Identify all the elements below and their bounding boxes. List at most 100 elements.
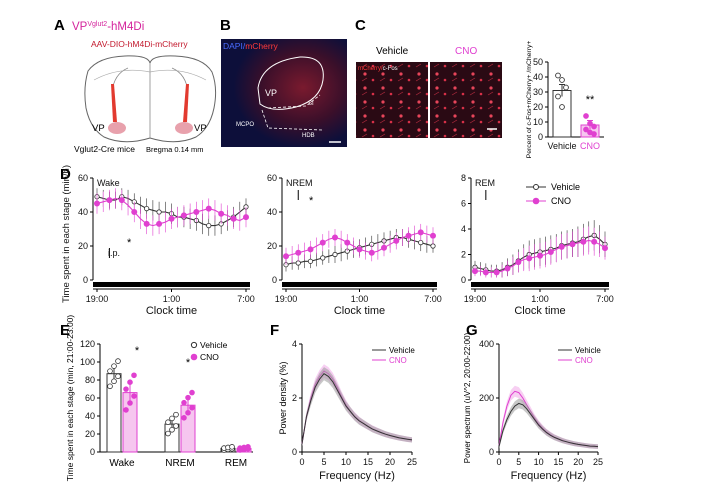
d-point-vehicle (430, 243, 436, 249)
d-x-tick-label: 1:00 (531, 294, 549, 304)
stain-mcherry-c: mCherry/ (358, 66, 383, 72)
e-legend-marker-vehicle (190, 341, 198, 349)
y-axis-label: Power spectrum (uV^2, 20:00-22:00) (463, 332, 472, 463)
d-point-vehicle (418, 240, 424, 246)
e-data-point (181, 399, 187, 406)
y-tick-label: 0 (292, 447, 297, 457)
d-legend-marker-vehicle (533, 184, 539, 190)
d-y-tick-label: 40 (267, 207, 277, 217)
hdb-boundary (261, 109, 323, 131)
d-point-vehicle (295, 260, 301, 266)
panel-a-virus: AAV-DIO-hM4Di-mCherry (91, 39, 188, 49)
chart-e-bar: 0 20 40 60 80 100 120 Time spent in each stage … (65, 315, 253, 481)
d-point-cno (230, 215, 237, 222)
vp-label-left: VP (92, 123, 105, 134)
d-point-cno (368, 249, 375, 256)
si-boundary (267, 94, 321, 109)
c-category-label: Vehicle (547, 141, 576, 151)
c-data-point (587, 120, 593, 127)
e-data-point (173, 411, 179, 418)
d-point-cno (405, 232, 412, 239)
legend-label-vehicle: Vehicle (389, 346, 415, 355)
d-point-cno (380, 244, 387, 251)
sem-band-vehicle (499, 398, 598, 449)
d-legend-label-cno: CNO (551, 196, 571, 206)
e-data-point (123, 386, 129, 392)
d-point-cno (307, 246, 314, 253)
d-point-cno (118, 197, 125, 204)
d-point-cno (515, 259, 522, 266)
d-point-cno (180, 212, 187, 219)
region-vp-label: VP (265, 88, 277, 98)
e-data-point (107, 383, 113, 390)
e-legend: Vehicle CNO (190, 340, 228, 362)
e-legend-marker-cno (190, 353, 198, 361)
d-stage-label: Wake (97, 178, 120, 188)
c-y-axis-label: Percent of c-Fos+mCherry+ /mCherry+ (526, 41, 533, 159)
mouse-line-label: Vglut2-Cre mice (74, 144, 135, 154)
x-tick-label: 0 (299, 457, 304, 467)
injection-cannula-right (183, 84, 189, 122)
d-point-cno (493, 269, 500, 276)
c-data-point (559, 104, 565, 110)
d-point-cno (282, 253, 289, 260)
d-dark-phase-bar (471, 282, 609, 287)
panel-g-letter: G (466, 322, 478, 339)
d-point-vehicle (156, 209, 162, 215)
legend-label-vehicle: Vehicle (575, 346, 601, 355)
d-x-tick-label: 1:00 (163, 294, 181, 304)
vp-label-right: VP (194, 123, 207, 134)
c-data-point (591, 131, 597, 137)
panel-f: F 0 2 4 0 5 10 15 20 25 Frequency (Hz) Power densi… (270, 322, 417, 482)
x-axis-label: Frequency (Hz) (319, 470, 395, 482)
d-y-tick-label: 60 (267, 173, 277, 183)
c-y-tick-label: 10 (533, 117, 543, 127)
x-tick-label: 20 (385, 457, 395, 467)
panel-a-title: VPVglut2-hM4Di (72, 21, 144, 33)
d-point-cno (94, 200, 101, 207)
d-legend: Vehicle CNO (526, 182, 580, 206)
c-data-point (583, 126, 589, 133)
c-y-tick-label: 40 (533, 72, 543, 82)
line-vehicle (498, 402, 599, 448)
c-data-point (563, 84, 569, 91)
chart-f-area: 0 2 4 0 5 10 15 20 25 Frequency (Hz) Power density… (278, 339, 417, 482)
e-data-point (107, 368, 113, 374)
d-point-cno (344, 239, 351, 246)
c-y-tick-label: 0 (538, 132, 543, 142)
histology-image-vehicle (356, 62, 428, 138)
e-y-tick-label: 80 (85, 375, 95, 385)
vp-region-right (175, 122, 193, 134)
c-data-point (559, 77, 565, 83)
d-x-tick-label: 19:00 (275, 294, 298, 304)
d-legend-marker-cno (532, 197, 540, 205)
d-point-vehicle (144, 206, 150, 212)
d-point-cno (319, 239, 326, 246)
cortex-inner-line (93, 69, 207, 81)
column-vehicle-label: Vehicle (376, 46, 409, 57)
x-tick-label: 25 (407, 457, 417, 467)
d-y-tick-label: 60 (78, 173, 88, 183)
e-data-point (185, 409, 191, 416)
d-y-tick-label: 6 (461, 199, 466, 209)
c-significance: ** (586, 94, 595, 106)
d-point-cno (417, 229, 424, 236)
sem-band-vehicle (302, 367, 412, 447)
c-data-point (555, 93, 561, 100)
e-y-tick-label: 120 (80, 339, 95, 349)
e-data-point (185, 394, 191, 401)
d-stage-label: NREM (286, 178, 313, 188)
d-y-tick-label: 2 (461, 250, 466, 260)
d-x-tick-label: 19:00 (86, 294, 109, 304)
e-y-tick-label: 40 (85, 411, 95, 421)
d-point-cno (482, 269, 489, 276)
line-cno (498, 390, 599, 448)
d-point-cno (547, 248, 554, 255)
d-point-cno (218, 210, 225, 217)
d-point-cno (471, 268, 478, 275)
d-point-vehicle (320, 255, 326, 261)
d-y-tick-label: 20 (267, 241, 277, 251)
e-data-point (127, 400, 133, 406)
d-y-tick-label: 40 (78, 207, 88, 217)
